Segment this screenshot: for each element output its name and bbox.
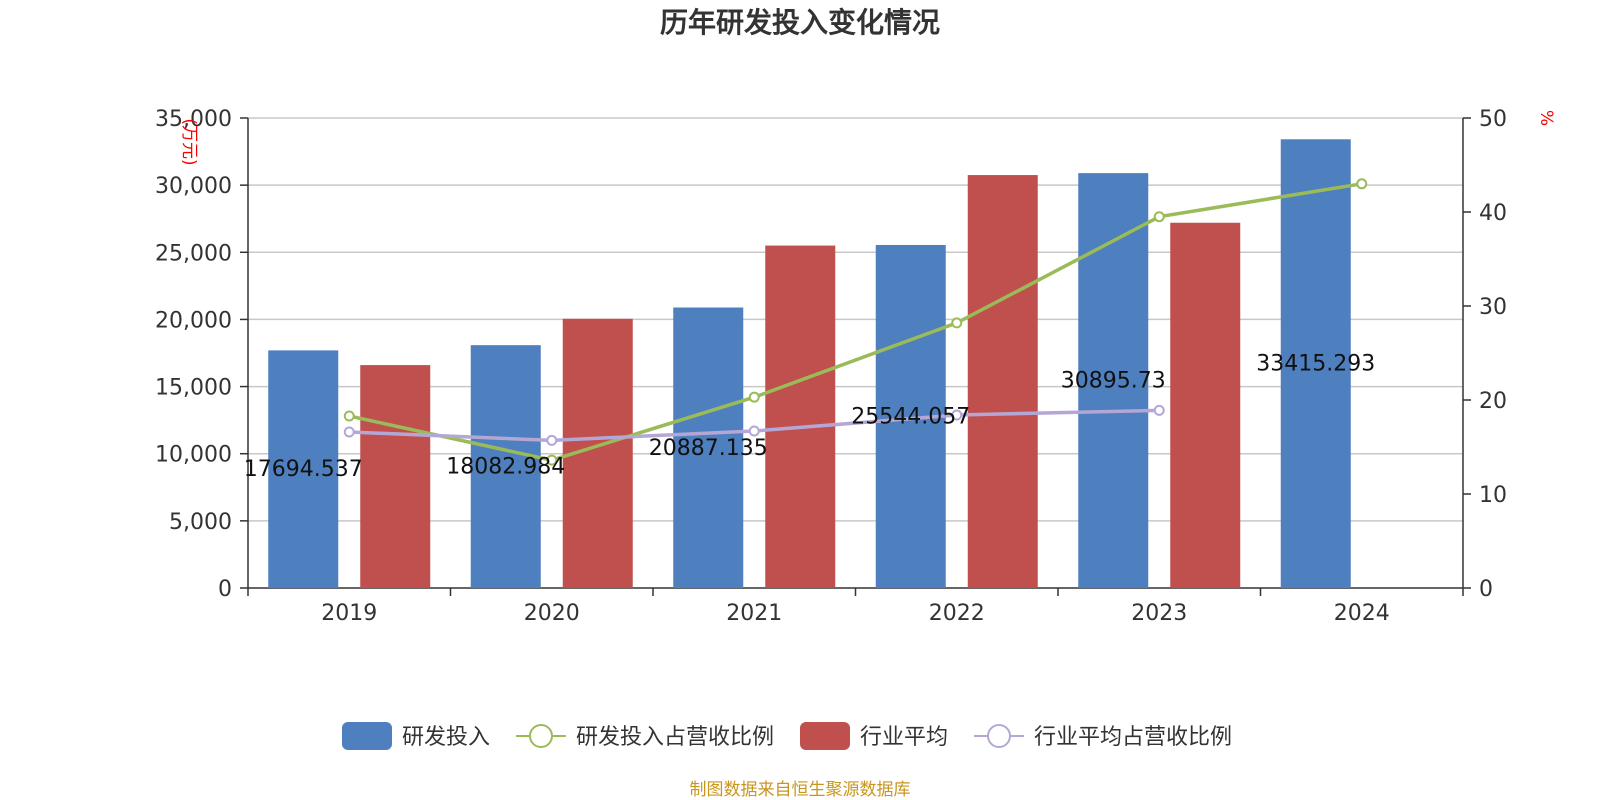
lines xyxy=(343,178,1368,466)
x-axis-tick-label: 2019 xyxy=(321,601,377,626)
left-axis-tick-label: 10,000 xyxy=(155,443,232,468)
line-point xyxy=(1356,178,1368,190)
x-axis-tick-label: 2021 xyxy=(726,601,782,626)
line-point xyxy=(951,317,963,329)
legend-item-label: 行业平均 xyxy=(860,725,948,750)
line-point xyxy=(546,454,558,466)
left-axis-tick-label: 20,000 xyxy=(155,308,232,333)
legend-swatch-bar xyxy=(800,722,850,750)
series-line xyxy=(348,182,1363,462)
legend-item-label: 研发投入占营收比例 xyxy=(576,725,774,750)
legend-item-label: 研发投入 xyxy=(402,725,490,750)
grid xyxy=(248,117,1463,522)
legend-swatch-bar xyxy=(342,722,392,750)
bar xyxy=(765,245,836,589)
line-point xyxy=(748,425,760,437)
bar-data-label: 33415.293 xyxy=(1256,352,1375,377)
bar xyxy=(967,175,1038,589)
bar-data-label: 17694.537 xyxy=(244,457,363,482)
legend-swatch-marker xyxy=(529,724,553,748)
x-axis-tick-label: 2022 xyxy=(929,601,985,626)
x-axis-tick-label: 2020 xyxy=(524,601,580,626)
bar-data-label: 25544.057 xyxy=(851,404,970,429)
left-axis-unit: (万元) xyxy=(179,118,199,165)
bar xyxy=(470,345,541,588)
line-point xyxy=(343,410,355,422)
line-point xyxy=(748,391,760,403)
left-axis-tick-label: 30,000 xyxy=(155,174,232,199)
line-point xyxy=(951,409,963,421)
bar-data-label: 30895.73 xyxy=(1061,369,1166,394)
right-axis-unit: % xyxy=(1536,110,1556,126)
left-axis-tick-label: 35,000 xyxy=(155,107,232,132)
right-axis-tick-label: 0 xyxy=(1479,577,1493,602)
legend-swatch-marker xyxy=(987,724,1011,748)
left-axis-tick-label: 0 xyxy=(218,577,232,602)
bar-data-label: 18082.984 xyxy=(446,455,565,480)
right-axis-tick-label: 50 xyxy=(1479,107,1507,132)
legend-item-label: 行业平均占营收比例 xyxy=(1034,725,1232,750)
right-axis-tick-label: 20 xyxy=(1479,389,1507,414)
axes: 0 5,000 10,000 15,000 20,000 25,000 30,000 35,0… xyxy=(155,107,1556,626)
chart-title: 历年研发投入变化情况 xyxy=(660,6,940,39)
line-point xyxy=(1153,211,1165,223)
line-point xyxy=(546,434,558,446)
line-point xyxy=(1153,404,1165,416)
x-axis-tick-label: 2024 xyxy=(1334,601,1390,626)
x-axis-tick-label: 2023 xyxy=(1131,601,1187,626)
data-source-note: 制图数据来自恒生聚源数据库 xyxy=(690,780,911,800)
bar xyxy=(360,365,431,588)
bar xyxy=(1170,222,1241,588)
left-axis-tick-label: 25,000 xyxy=(155,241,232,266)
legend: 研发投入 研发投入占营收比例 行业平均 行业平均占营收比例 xyxy=(342,722,1232,750)
right-axis-tick-label: 10 xyxy=(1479,483,1507,508)
right-axis-tick-label: 40 xyxy=(1479,201,1507,226)
bar xyxy=(1280,139,1351,589)
line-point xyxy=(343,426,355,438)
bar-data-label: 20887.135 xyxy=(649,436,768,461)
data-labels: 17694.537 18082.984 20887.135 25544.057 3089… xyxy=(244,352,1375,483)
right-axis-tick-label: 30 xyxy=(1479,295,1507,320)
bar xyxy=(268,350,339,588)
left-axis-tick-label: 15,000 xyxy=(155,376,232,401)
bar xyxy=(673,307,744,588)
left-axis-tick-label: 5,000 xyxy=(169,510,232,535)
